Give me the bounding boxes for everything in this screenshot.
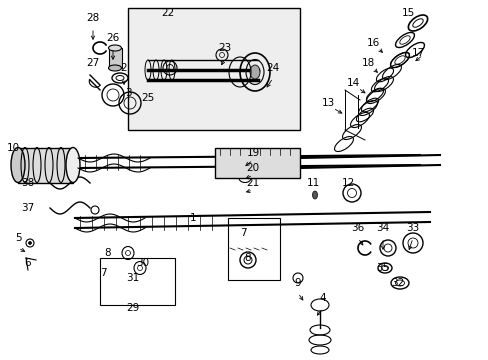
Text: 27: 27	[86, 58, 100, 68]
Ellipse shape	[108, 45, 121, 51]
Text: 36: 36	[351, 223, 364, 233]
Ellipse shape	[11, 148, 25, 183]
Bar	[100, 258, 175, 305]
Text: 15: 15	[401, 8, 414, 18]
Bar	[215, 148, 299, 178]
Text: 17: 17	[410, 48, 424, 58]
Text: 19: 19	[246, 148, 259, 158]
Text: 38: 38	[21, 178, 35, 188]
Bar	[227, 218, 280, 280]
Ellipse shape	[28, 242, 31, 244]
Text: 16: 16	[366, 38, 379, 48]
Text: 7: 7	[100, 268, 106, 278]
Text: 21: 21	[246, 178, 259, 188]
Text: 28: 28	[86, 13, 100, 23]
Text: 9: 9	[294, 278, 301, 288]
Text: 34: 34	[376, 223, 389, 233]
Ellipse shape	[249, 65, 260, 79]
Text: 22: 22	[161, 8, 174, 18]
Text: 18: 18	[361, 58, 374, 68]
Text: 4: 4	[319, 293, 325, 303]
Bar	[18, 148, 73, 183]
Bar	[109, 48, 122, 68]
Bar	[128, 8, 299, 130]
Text: 8: 8	[104, 248, 111, 258]
Text: 31: 31	[126, 273, 140, 283]
Text: 35: 35	[376, 263, 389, 273]
Text: 3: 3	[124, 88, 131, 98]
Text: 10: 10	[6, 143, 20, 153]
Text: 25: 25	[141, 93, 154, 103]
Text: 24: 24	[266, 63, 279, 73]
Text: 26: 26	[106, 33, 120, 43]
Text: 12: 12	[341, 178, 354, 188]
Ellipse shape	[312, 191, 317, 199]
Text: 5: 5	[15, 233, 21, 243]
Text: 13: 13	[321, 98, 334, 108]
Text: 33: 33	[406, 223, 419, 233]
Text: 23: 23	[218, 43, 231, 53]
Text: 14: 14	[346, 78, 359, 88]
Text: 11: 11	[306, 178, 319, 188]
Text: 32: 32	[390, 278, 404, 288]
Text: 29: 29	[126, 303, 140, 313]
Text: 6: 6	[24, 258, 31, 268]
Text: 8: 8	[244, 253, 251, 263]
Text: 30: 30	[136, 258, 149, 268]
Text: 1: 1	[189, 213, 196, 223]
Ellipse shape	[66, 148, 80, 183]
Text: 7: 7	[239, 228, 246, 238]
Ellipse shape	[108, 65, 121, 71]
Text: 20: 20	[246, 163, 259, 173]
Text: 2: 2	[121, 63, 127, 73]
Text: 37: 37	[21, 203, 35, 213]
